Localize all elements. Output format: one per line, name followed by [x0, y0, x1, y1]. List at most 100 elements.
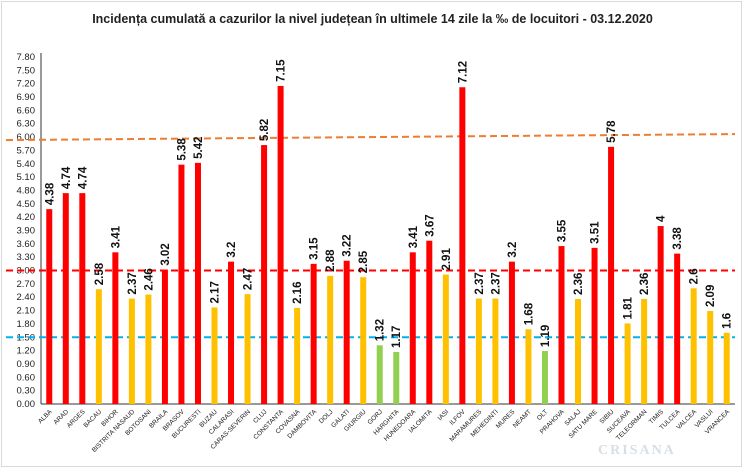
bar-value-label: 3.15: [309, 237, 321, 260]
bar-giurgiu: [360, 277, 367, 404]
bar-value-label: 3.02: [160, 243, 172, 265]
y-tick-label: 4.80: [17, 185, 36, 196]
bar-value-label: 5.82: [259, 119, 271, 141]
y-tick-label: 3.90: [17, 226, 36, 237]
y-tick-label: 1.80: [17, 319, 36, 330]
bar-value-label: 2.37: [474, 272, 486, 294]
y-tick-label: 7.20: [17, 79, 36, 90]
y-tick-label: 1.50: [17, 332, 36, 343]
bar-arad: [62, 193, 69, 404]
bar-dambovita: [310, 263, 317, 404]
y-tick-label: 0.00: [17, 399, 36, 410]
bar-value-label: 1.68: [523, 302, 535, 325]
bar-value-label: 5.42: [193, 136, 205, 158]
bar-value-label: 2.16: [292, 282, 304, 304]
bar-iasi: [442, 274, 449, 404]
bar-vaslui: [707, 311, 714, 404]
bar-value-label: 2.6: [689, 268, 701, 284]
bar-galati: [343, 260, 350, 404]
y-tick-label: 0.90: [17, 359, 36, 370]
bar-braila: [161, 269, 168, 404]
bar-value-label: 2.09: [705, 285, 717, 307]
bar-value-label: 3.51: [590, 221, 602, 244]
bar-value-label: 5.38: [176, 138, 188, 161]
bar-buzau: [211, 307, 218, 404]
bar-brasov: [178, 164, 185, 404]
bar-arges: [79, 193, 86, 404]
x-tick-label: BACAU: [82, 408, 103, 429]
y-tick-label: 6.60: [17, 105, 36, 116]
y-tick-label: 5.10: [17, 172, 36, 183]
bar-value-label: 2.36: [573, 273, 585, 295]
y-tick-label: 5.70: [17, 145, 36, 156]
bar-value-label: 3.2: [226, 242, 238, 258]
bar-cluj: [261, 145, 268, 405]
bar-value-label: 1.19: [540, 325, 552, 347]
y-tick-label: 4.50: [17, 199, 36, 210]
bar-value-label: 3.22: [342, 234, 354, 256]
bar-value-label: 1.32: [375, 319, 387, 341]
bar-suceava: [624, 323, 631, 404]
bar-vrancea: [723, 332, 730, 404]
bar-value-label: 2.17: [210, 281, 222, 303]
bar-botosani: [145, 294, 152, 404]
bar-value-label: 1.81: [623, 296, 635, 319]
bar-value-label: 2.88: [325, 249, 337, 272]
bar-value-label: 2.46: [143, 268, 155, 290]
chart-title: Incidența cumulată a cazurilor la nivel …: [92, 12, 653, 26]
threshold-line: [5, 133, 736, 142]
y-tick-label: 3.00: [17, 266, 36, 277]
bar-maramures: [475, 298, 482, 404]
y-tick-label: 0.30: [17, 386, 36, 397]
y-tick-label: 4.20: [17, 212, 36, 223]
bar-ialomita: [426, 240, 433, 404]
y-tick-label: 3.30: [17, 252, 36, 263]
y-tick-label: 5.40: [17, 159, 36, 170]
bar-neamt: [525, 329, 532, 404]
bar-olt: [541, 351, 548, 404]
bar-value-label: 2.36: [639, 273, 651, 295]
y-tick-label: 6.90: [17, 92, 36, 103]
bar-prahova: [558, 246, 565, 404]
bar-value-label: 4.74: [77, 166, 89, 189]
bar-value-label: 3.2: [507, 242, 519, 258]
bar-mures: [508, 261, 515, 404]
bar-value-label: 4.38: [44, 182, 56, 205]
bar-constanta: [277, 85, 284, 405]
bar-gorj: [376, 345, 383, 404]
y-tick-label: 7.80: [17, 52, 36, 63]
bar-caras-severin: [244, 294, 251, 404]
bar-bistrita-nasaud: [128, 298, 135, 404]
bar-value-label: 2.91: [441, 248, 453, 271]
bar-timis: [657, 226, 664, 404]
bar-mehedinti: [492, 298, 499, 404]
bar-value-label: 2.37: [490, 272, 502, 294]
bar-value-label: 2.85: [358, 250, 370, 273]
bar-value-label: 5.78: [606, 120, 618, 143]
y-tick-label: 2.70: [17, 279, 36, 290]
bar-value-label: 2.37: [127, 272, 139, 294]
bar-covasna: [294, 307, 301, 404]
bar-ilfov: [459, 87, 466, 404]
bar-dolj: [327, 275, 334, 404]
bar-value-label: 4: [656, 215, 668, 222]
y-tick-label: 1.20: [17, 346, 36, 357]
y-tick-label: 6.00: [17, 132, 36, 143]
bar-value-label: 3.55: [557, 219, 569, 242]
y-tick-label: 2.10: [17, 306, 36, 317]
bar-value-label: 1.17: [391, 326, 403, 348]
bar-value-label: 2.47: [243, 268, 255, 290]
bar-harghita: [393, 351, 400, 404]
bar-value-label: 1.6: [722, 313, 734, 329]
bar-teleorman: [641, 299, 648, 404]
bar-tulcea: [674, 253, 681, 404]
bar-salaj: [575, 299, 582, 404]
bar-value-label: 4.74: [61, 166, 73, 189]
x-tick-label: OLT: [536, 408, 550, 422]
y-tick-label: 0.60: [17, 372, 36, 383]
bar-value-label: 7.12: [457, 61, 469, 83]
y-tick-label: 7.50: [17, 65, 36, 76]
bar-value-label: 3.41: [408, 225, 420, 248]
x-tick-label: ALBA: [37, 408, 54, 425]
